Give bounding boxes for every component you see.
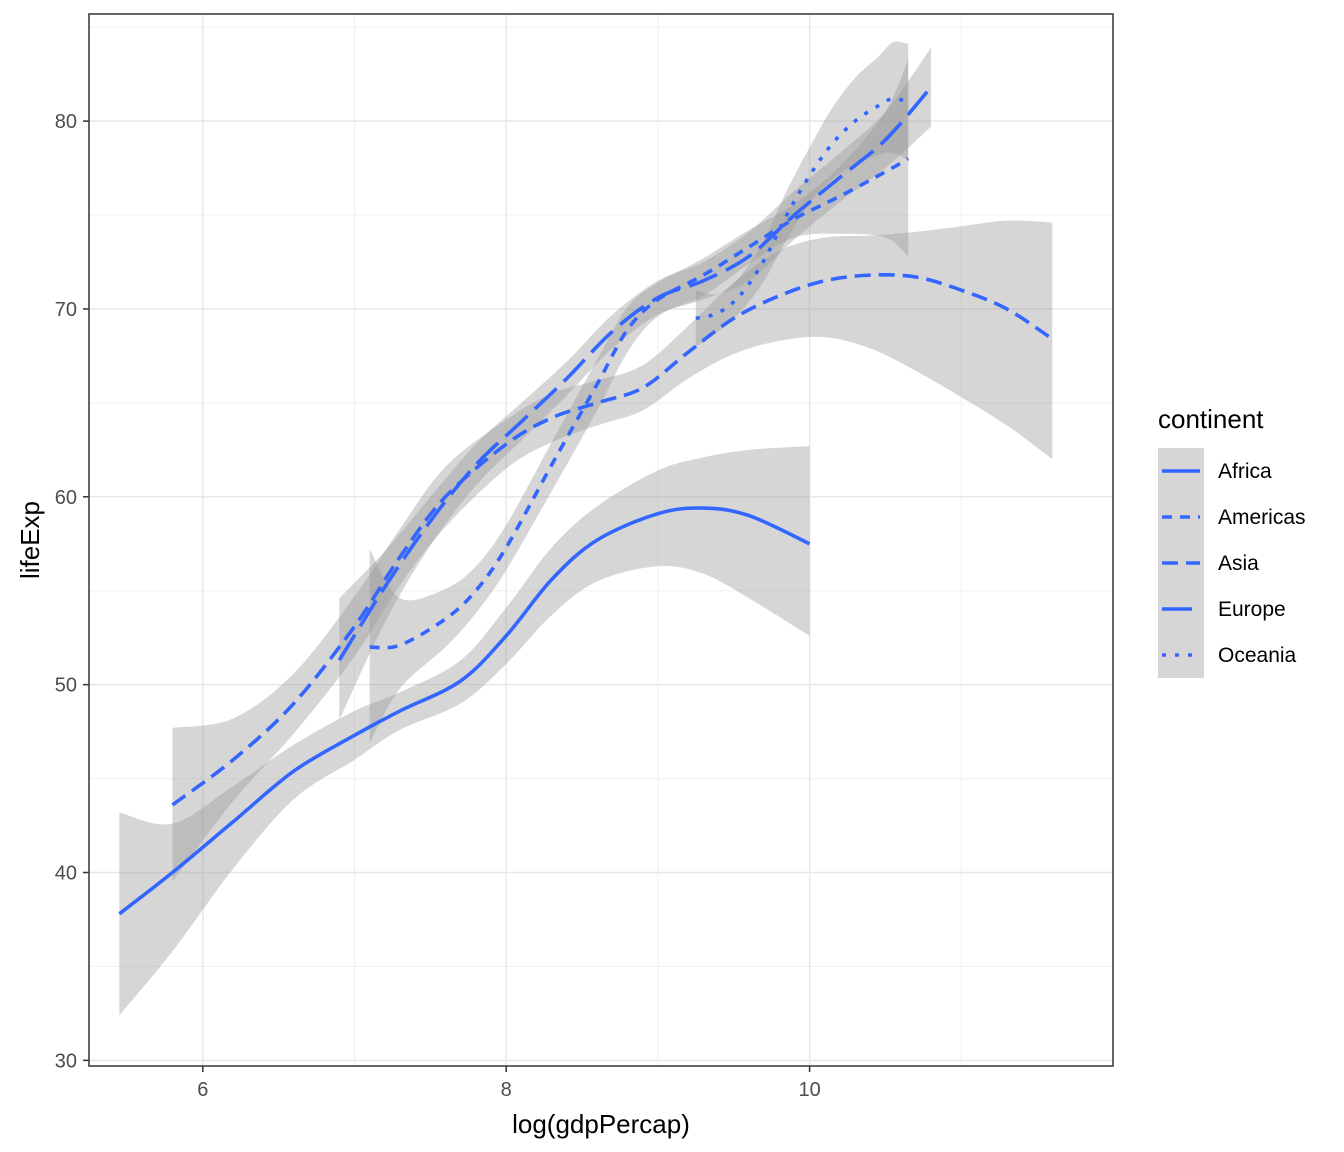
legend-label-asia: Asia	[1218, 552, 1259, 575]
y-tick-label: 50	[55, 675, 77, 697]
grid-minor	[89, 14, 1113, 1066]
plot-panel-background	[89, 14, 1113, 1066]
plot-panel-border	[88, 13, 1114, 1067]
legend-label-oceania: Oceania	[1218, 644, 1297, 667]
y-tick-label: 60	[55, 487, 77, 509]
confidence-bands	[119, 41, 1053, 1016]
x-axis-ticks: 6 8 10	[197, 1066, 821, 1101]
line-americas	[369, 157, 910, 650]
x-tick-label: 6	[197, 1079, 208, 1101]
legend-label-americas: Americas	[1218, 506, 1306, 529]
ci-band-africa	[119, 446, 810, 1016]
x-tick-label: 8	[501, 1079, 512, 1101]
y-tick-label: 30	[55, 1050, 77, 1072]
y-tick-label: 40	[55, 863, 77, 885]
grid-major	[89, 14, 1113, 1066]
line-africa	[118, 506, 811, 916]
ci-band-asia	[172, 220, 1053, 882]
line-asia	[171, 272, 1054, 807]
legend-title: continent	[1158, 404, 1264, 434]
line-europe	[337, 86, 933, 662]
legend: continent Africa Americas Asia Europe Oceani…	[1158, 404, 1306, 678]
x-tick-label: 10	[798, 1079, 820, 1101]
y-tick-label: 80	[55, 111, 77, 133]
smooth-lines	[118, 86, 1054, 916]
ci-band-europe	[339, 47, 931, 721]
y-axis-title: lifeExp	[15, 501, 45, 579]
y-tick-label: 70	[55, 299, 77, 321]
ci-band-oceania	[695, 41, 909, 347]
legend-keys: Africa Americas Asia Europe Oceania	[1158, 448, 1306, 678]
legend-label-europe: Europe	[1218, 598, 1286, 621]
y-axis-ticks: 30 40 50 60 70 80	[55, 111, 89, 1072]
ci-band-americas	[369, 59, 909, 743]
legend-label-africa: Africa	[1218, 460, 1272, 483]
x-axis-title: log(gdpPercap)	[512, 1109, 690, 1139]
